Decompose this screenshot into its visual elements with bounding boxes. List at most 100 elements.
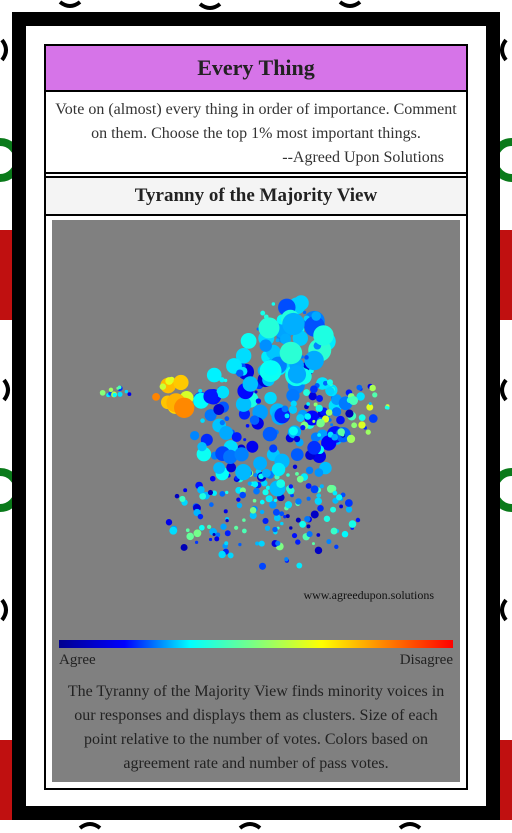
cluster-point (332, 490, 338, 496)
cluster-point (186, 532, 194, 541)
cluster-point (213, 404, 225, 415)
color-scale (59, 640, 453, 648)
cluster-point (262, 489, 269, 496)
cluster-point (242, 518, 246, 522)
intro: Vote on (almost) every thing in order of… (46, 92, 466, 174)
cluster-point (290, 493, 294, 498)
cluster-point (179, 495, 186, 502)
cluster-point (264, 391, 277, 405)
cluster-point (235, 396, 252, 412)
cluster-point (168, 376, 175, 383)
cluster-point (249, 507, 257, 514)
cluster-point (159, 383, 167, 390)
cluster-point (197, 513, 204, 520)
cluster-point (349, 396, 359, 406)
cluster-point (306, 402, 310, 406)
cluster-point (346, 434, 356, 444)
cluster-point (216, 385, 230, 399)
scale-low: Agree (59, 652, 96, 668)
cluster-point (296, 562, 303, 569)
cluster-point (358, 414, 366, 421)
cluster-point (249, 415, 260, 425)
cluster-point (286, 473, 290, 477)
cluster-point (325, 386, 335, 396)
cluster-point (185, 528, 190, 533)
cluster-point (303, 389, 310, 396)
cluster-point (239, 487, 246, 494)
cluster-point (174, 397, 195, 418)
cluster-point (127, 392, 132, 397)
cluster-point (209, 475, 216, 482)
cluster-point (235, 348, 252, 364)
cluster-point (240, 333, 257, 349)
cluster-point (262, 517, 269, 524)
cluster-point (291, 532, 298, 539)
cluster-point (384, 405, 389, 410)
cluster-point (253, 456, 267, 471)
cluster-point (173, 374, 189, 391)
cluster-point (214, 536, 220, 542)
cluster-point (253, 473, 258, 478)
card-title: Every Thing (46, 46, 466, 92)
cluster-point (344, 499, 353, 507)
cluster-point (358, 421, 366, 429)
cluster-point (326, 379, 333, 386)
cluster-point (247, 481, 252, 486)
cluster-point (152, 392, 160, 401)
cluster-point (258, 540, 265, 547)
cluster-point (345, 409, 354, 418)
cluster-point (300, 425, 306, 431)
cluster-point (224, 416, 230, 422)
cluster-point (325, 409, 333, 416)
cluster-point (236, 369, 244, 377)
cluster-point (197, 486, 205, 494)
cluster-point (249, 511, 257, 520)
cluster-point (292, 464, 298, 470)
cluster-point (310, 385, 318, 394)
cluster-point (296, 414, 305, 423)
cluster-point (314, 546, 323, 555)
cluster-point (295, 498, 302, 505)
cluster-point (223, 378, 228, 383)
cluster-point (275, 338, 280, 343)
cluster-point (306, 531, 313, 538)
cluster-point (242, 376, 259, 392)
cluster-point (306, 524, 311, 529)
cluster-point (348, 520, 357, 528)
cluster-point (199, 492, 207, 500)
cluster-point (271, 462, 286, 477)
cluster-point (304, 413, 312, 420)
cluster-point (317, 505, 324, 512)
cluster-point (258, 562, 267, 570)
cluster-point (295, 471, 299, 476)
cluster-point (194, 540, 199, 545)
cluster-point (234, 447, 249, 462)
view-panel: www.agreedupon.solutions Agree Disagree … (52, 220, 460, 782)
cluster-point (180, 543, 188, 551)
cluster-point (313, 325, 334, 346)
cluster-point (316, 493, 322, 499)
cluster-point (272, 508, 280, 516)
cluster-point (259, 339, 273, 352)
cluster-point (224, 541, 229, 546)
cluster-point (339, 504, 344, 509)
cluster-point (258, 317, 280, 339)
cluster-point (223, 449, 238, 464)
cluster-point (311, 311, 321, 321)
cluster-point (206, 524, 212, 530)
cluster-point (213, 462, 226, 474)
intro-text: Vote on (almost) every thing in order of… (55, 101, 457, 142)
cluster-point (305, 466, 314, 475)
cluster-point (331, 407, 342, 417)
cluster-point (207, 489, 214, 496)
cluster-point (259, 499, 265, 505)
cluster-point (255, 541, 260, 546)
cluster-point (279, 341, 303, 365)
cluster-point (219, 490, 226, 497)
cluster-point (255, 398, 262, 404)
cluster-point (284, 413, 290, 419)
cluster-point (316, 418, 325, 428)
cluster-point (169, 526, 178, 535)
cluster-point (117, 391, 123, 397)
